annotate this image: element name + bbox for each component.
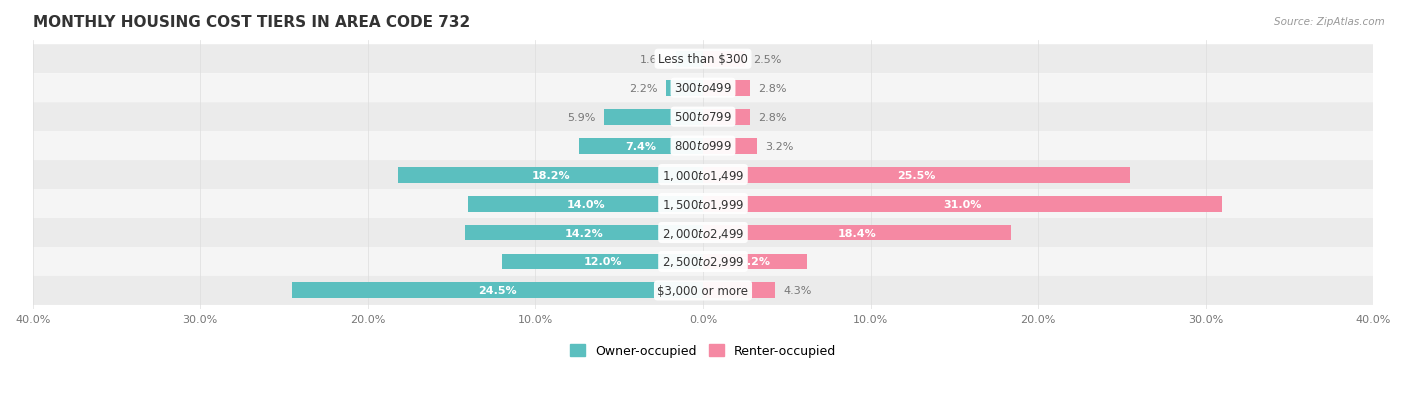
- FancyBboxPatch shape: [32, 161, 1374, 190]
- Text: $1,500 to $1,999: $1,500 to $1,999: [662, 197, 744, 211]
- Bar: [703, 225, 1011, 241]
- Text: $800 to $999: $800 to $999: [673, 140, 733, 153]
- Text: 4.3%: 4.3%: [783, 286, 811, 296]
- FancyBboxPatch shape: [32, 45, 1374, 74]
- Bar: [703, 81, 749, 96]
- Bar: [292, 283, 703, 299]
- FancyBboxPatch shape: [32, 190, 1374, 218]
- Text: 18.2%: 18.2%: [531, 170, 569, 180]
- Text: 14.0%: 14.0%: [567, 199, 605, 209]
- Text: 2.2%: 2.2%: [630, 83, 658, 93]
- Bar: [703, 254, 807, 270]
- FancyBboxPatch shape: [32, 132, 1374, 161]
- Text: Less than $300: Less than $300: [658, 53, 748, 66]
- Text: MONTHLY HOUSING COST TIERS IN AREA CODE 732: MONTHLY HOUSING COST TIERS IN AREA CODE …: [32, 15, 470, 30]
- Text: $2,000 to $2,499: $2,000 to $2,499: [662, 226, 744, 240]
- Text: $3,000 or more: $3,000 or more: [658, 284, 748, 297]
- Bar: [398, 167, 703, 183]
- Bar: [468, 196, 703, 212]
- Bar: [703, 109, 749, 125]
- Text: 3.2%: 3.2%: [765, 141, 793, 151]
- Bar: [676, 52, 703, 67]
- Bar: [579, 138, 703, 154]
- Text: $1,000 to $1,499: $1,000 to $1,499: [662, 168, 744, 182]
- Text: $500 to $799: $500 to $799: [673, 111, 733, 124]
- Text: 14.2%: 14.2%: [565, 228, 603, 238]
- Text: Source: ZipAtlas.com: Source: ZipAtlas.com: [1274, 17, 1385, 26]
- Text: 5.9%: 5.9%: [568, 112, 596, 122]
- FancyBboxPatch shape: [32, 276, 1374, 305]
- Text: 2.8%: 2.8%: [758, 83, 787, 93]
- FancyBboxPatch shape: [32, 74, 1374, 103]
- Text: 12.0%: 12.0%: [583, 257, 621, 267]
- Text: 2.8%: 2.8%: [758, 112, 787, 122]
- Text: $2,500 to $2,999: $2,500 to $2,999: [662, 255, 744, 269]
- Bar: [666, 81, 703, 96]
- Bar: [703, 167, 1130, 183]
- Text: 1.6%: 1.6%: [640, 55, 668, 64]
- Bar: [703, 283, 775, 299]
- Text: 25.5%: 25.5%: [897, 170, 936, 180]
- Legend: Owner-occupied, Renter-occupied: Owner-occupied, Renter-occupied: [565, 339, 841, 363]
- FancyBboxPatch shape: [32, 103, 1374, 132]
- FancyBboxPatch shape: [32, 247, 1374, 276]
- Text: 2.5%: 2.5%: [754, 55, 782, 64]
- Bar: [703, 52, 745, 67]
- Text: 31.0%: 31.0%: [943, 199, 981, 209]
- Bar: [502, 254, 703, 270]
- Bar: [605, 109, 703, 125]
- Text: 6.2%: 6.2%: [740, 257, 770, 267]
- Text: $300 to $499: $300 to $499: [673, 82, 733, 95]
- Bar: [703, 138, 756, 154]
- FancyBboxPatch shape: [32, 218, 1374, 247]
- Bar: [465, 225, 703, 241]
- Text: 24.5%: 24.5%: [478, 286, 517, 296]
- Text: 18.4%: 18.4%: [838, 228, 876, 238]
- Text: 7.4%: 7.4%: [626, 141, 657, 151]
- Bar: [703, 196, 1222, 212]
